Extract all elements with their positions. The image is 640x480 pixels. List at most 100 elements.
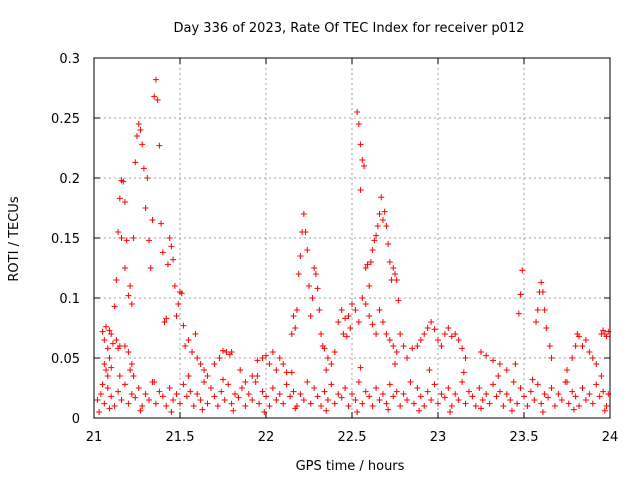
data-point: [225, 381, 232, 388]
data-point: [94, 397, 101, 403]
data-point: [564, 379, 570, 385]
data-point: [108, 331, 115, 337]
data-point: [218, 388, 225, 395]
data-point: [390, 265, 397, 271]
data-point: [295, 271, 302, 277]
data-point: [211, 393, 218, 400]
data-point: [345, 313, 352, 319]
data-point: [392, 271, 398, 277]
data-point: [318, 403, 325, 409]
data-point: [103, 367, 110, 373]
data-point: [130, 235, 137, 241]
data-point: [180, 322, 187, 329]
data-point: [390, 393, 397, 400]
data-point: [400, 391, 407, 397]
data-point: [496, 388, 503, 395]
data-point: [116, 195, 123, 202]
data-point: [216, 355, 223, 361]
data-point: [223, 349, 230, 355]
data-point: [417, 337, 424, 343]
data-point: [104, 385, 111, 391]
data-point: [349, 301, 355, 307]
data-point: [309, 295, 316, 301]
data-point: [539, 289, 546, 295]
data-point: [292, 325, 299, 331]
data-point: [517, 385, 524, 391]
data-point: [369, 321, 376, 328]
data-point: [478, 349, 484, 355]
data-point: [367, 259, 374, 265]
data-point: [431, 381, 438, 388]
data-point: [304, 247, 311, 253]
data-point: [340, 331, 347, 337]
data-point: [490, 381, 497, 388]
data-point: [156, 388, 163, 395]
data-point: [151, 379, 158, 385]
data-point: [170, 256, 177, 263]
data-point: [306, 283, 312, 289]
data-point: [170, 397, 177, 403]
data-point: [600, 388, 607, 395]
data-point: [593, 361, 600, 367]
data-point: [132, 394, 139, 401]
data-point: [273, 367, 280, 373]
data-point: [355, 319, 362, 325]
data-point: [302, 229, 309, 235]
data-point: [428, 319, 435, 325]
data-point: [392, 361, 398, 367]
data-point: [431, 326, 438, 333]
data-point: [383, 223, 390, 229]
data-point: [140, 165, 147, 172]
x-axis-label: GPS time / hours: [296, 459, 405, 474]
data-point: [290, 313, 297, 319]
data-point: [125, 400, 132, 407]
data-point: [598, 373, 605, 379]
data-point: [390, 343, 397, 349]
data-point: [96, 409, 103, 415]
data-point: [189, 349, 196, 355]
data-point: [300, 397, 307, 403]
data-point: [355, 379, 362, 385]
data-point: [524, 403, 531, 409]
data-point: [144, 175, 151, 181]
data-point: [171, 283, 178, 289]
data-point: [288, 331, 295, 337]
data-point: [324, 355, 331, 361]
data-point: [220, 347, 226, 354]
data-point: [490, 357, 497, 364]
data-point: [579, 385, 586, 391]
data-point: [551, 403, 558, 409]
data-point: [462, 355, 469, 361]
data-point: [421, 403, 428, 409]
data-point: [266, 403, 273, 409]
data-point: [486, 400, 493, 407]
data-point: [97, 391, 104, 397]
data-point: [185, 373, 192, 379]
data-point: [393, 349, 400, 355]
data-point: [259, 388, 266, 395]
data-point: [354, 109, 361, 115]
data-point: [194, 391, 201, 397]
data-point: [514, 400, 521, 407]
data-point: [503, 367, 510, 373]
data-point: [323, 367, 330, 373]
data-point: [201, 367, 208, 373]
x-tick-label: 21.5: [166, 430, 195, 445]
data-point: [152, 76, 159, 83]
data-point: [388, 277, 395, 283]
data-point: [404, 397, 411, 403]
data-point: [314, 393, 321, 400]
data-point: [192, 331, 199, 337]
data-point: [428, 397, 435, 403]
chart-title: Day 336 of 2023, Rate Of TEC Index for r…: [174, 21, 525, 36]
data-point: [582, 337, 589, 343]
data-point: [104, 373, 111, 379]
data-point: [569, 355, 576, 361]
data-point: [197, 397, 204, 403]
data-point: [328, 361, 335, 367]
data-point: [266, 361, 273, 367]
data-point: [177, 400, 183, 407]
data-point: [142, 391, 149, 397]
data-point: [483, 391, 490, 397]
data-point: [545, 394, 552, 401]
